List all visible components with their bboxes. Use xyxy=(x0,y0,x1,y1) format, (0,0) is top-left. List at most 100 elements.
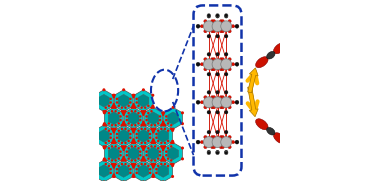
Circle shape xyxy=(145,125,146,126)
Circle shape xyxy=(204,135,207,139)
Polygon shape xyxy=(154,125,173,147)
Polygon shape xyxy=(114,125,133,147)
Circle shape xyxy=(225,151,228,155)
Circle shape xyxy=(138,113,139,114)
Circle shape xyxy=(171,125,172,126)
Circle shape xyxy=(138,140,139,142)
Circle shape xyxy=(145,160,146,161)
Circle shape xyxy=(150,172,151,173)
Circle shape xyxy=(138,130,139,131)
Polygon shape xyxy=(130,97,137,104)
Circle shape xyxy=(225,14,228,17)
Circle shape xyxy=(108,165,109,166)
Polygon shape xyxy=(140,115,147,122)
Circle shape xyxy=(145,128,146,129)
Circle shape xyxy=(132,94,134,96)
Circle shape xyxy=(108,148,109,149)
Circle shape xyxy=(225,90,228,94)
Circle shape xyxy=(94,130,95,131)
Circle shape xyxy=(118,158,119,159)
Circle shape xyxy=(141,146,142,147)
Polygon shape xyxy=(150,167,156,175)
Circle shape xyxy=(110,169,111,170)
Circle shape xyxy=(212,30,216,33)
Circle shape xyxy=(223,25,226,28)
Circle shape xyxy=(153,139,154,140)
Circle shape xyxy=(126,151,127,152)
Circle shape xyxy=(148,165,149,166)
Circle shape xyxy=(128,165,129,166)
Circle shape xyxy=(209,63,212,66)
Circle shape xyxy=(153,165,155,167)
Circle shape xyxy=(143,124,144,126)
Polygon shape xyxy=(135,141,142,148)
Circle shape xyxy=(130,98,131,99)
Circle shape xyxy=(94,105,95,107)
Circle shape xyxy=(141,125,142,126)
Circle shape xyxy=(219,96,223,99)
Circle shape xyxy=(131,146,132,147)
Circle shape xyxy=(142,123,144,125)
Circle shape xyxy=(141,142,142,143)
Circle shape xyxy=(132,176,134,177)
Circle shape xyxy=(125,142,126,143)
Polygon shape xyxy=(155,123,161,131)
Circle shape xyxy=(138,165,139,166)
Circle shape xyxy=(118,123,119,124)
Circle shape xyxy=(110,137,111,138)
Circle shape xyxy=(212,97,223,108)
Circle shape xyxy=(125,146,126,147)
Circle shape xyxy=(115,163,116,165)
Circle shape xyxy=(121,111,122,112)
Ellipse shape xyxy=(274,133,286,144)
Circle shape xyxy=(113,139,115,140)
Circle shape xyxy=(212,20,216,23)
Circle shape xyxy=(211,106,214,109)
Circle shape xyxy=(143,123,145,125)
Polygon shape xyxy=(167,147,178,160)
Circle shape xyxy=(141,160,142,161)
Circle shape xyxy=(158,165,159,166)
Circle shape xyxy=(211,96,214,99)
Circle shape xyxy=(155,125,156,126)
Polygon shape xyxy=(125,159,132,166)
Circle shape xyxy=(151,125,152,126)
Circle shape xyxy=(113,176,115,177)
Circle shape xyxy=(136,98,137,99)
Circle shape xyxy=(204,146,207,149)
Circle shape xyxy=(218,63,221,66)
Circle shape xyxy=(133,132,134,133)
Circle shape xyxy=(133,174,134,175)
Polygon shape xyxy=(106,141,112,148)
Polygon shape xyxy=(118,94,129,107)
Circle shape xyxy=(135,146,136,147)
Circle shape xyxy=(122,158,124,160)
Circle shape xyxy=(131,142,132,143)
Polygon shape xyxy=(106,106,112,113)
Circle shape xyxy=(171,142,172,143)
Circle shape xyxy=(225,130,228,134)
Circle shape xyxy=(225,14,228,18)
Circle shape xyxy=(171,146,172,147)
Circle shape xyxy=(113,105,114,107)
Circle shape xyxy=(182,147,183,149)
Circle shape xyxy=(152,128,154,130)
Circle shape xyxy=(123,111,124,112)
Circle shape xyxy=(155,163,156,165)
Circle shape xyxy=(207,150,211,154)
Circle shape xyxy=(121,125,122,126)
Polygon shape xyxy=(116,159,122,166)
Circle shape xyxy=(204,96,207,99)
Circle shape xyxy=(163,159,164,161)
Circle shape xyxy=(113,128,115,130)
Polygon shape xyxy=(158,165,169,177)
Circle shape xyxy=(116,137,118,138)
Circle shape xyxy=(163,114,164,115)
Circle shape xyxy=(228,106,231,109)
Circle shape xyxy=(164,160,166,161)
Circle shape xyxy=(153,130,155,131)
Circle shape xyxy=(161,163,162,165)
Circle shape xyxy=(135,107,136,108)
Circle shape xyxy=(162,112,164,114)
Circle shape xyxy=(113,167,115,168)
